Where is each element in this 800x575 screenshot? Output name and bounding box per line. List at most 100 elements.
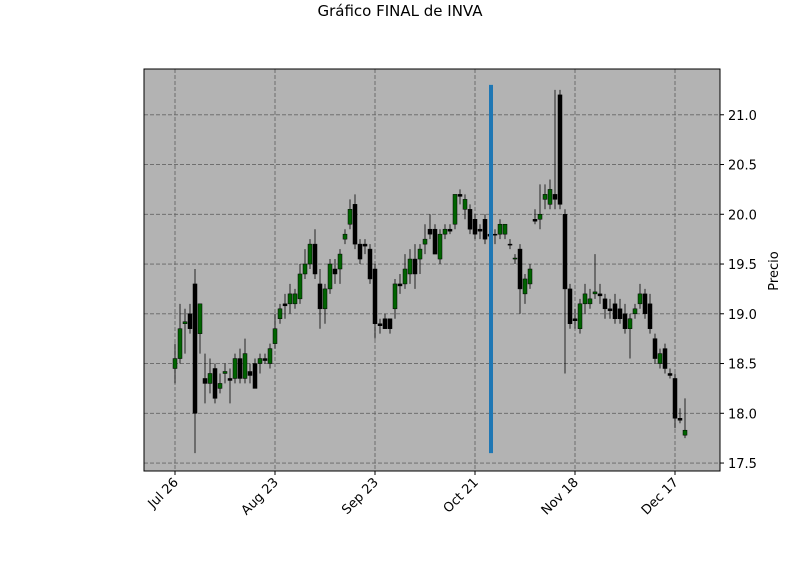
candle-body: [507, 243, 513, 246]
candle-body: [302, 263, 308, 275]
candle-body: [512, 257, 518, 260]
candle-body: [417, 248, 423, 260]
candle-body: [222, 371, 228, 374]
candle-body: [327, 263, 333, 290]
candle-body: [567, 288, 573, 324]
candle-body: [297, 273, 303, 300]
candle-body: [542, 194, 548, 200]
candle-body: [432, 228, 438, 255]
candle-body: [437, 233, 443, 260]
candle-body: [372, 268, 378, 324]
candle-body: [547, 189, 553, 205]
candle-body: [517, 248, 523, 290]
candle-body: [627, 318, 633, 329]
candle-body: [422, 238, 428, 245]
candle-body: [212, 368, 218, 399]
candle-body: [467, 209, 473, 230]
candle-body: [272, 328, 278, 344]
candle-body: [392, 283, 398, 310]
candle-body: [537, 214, 543, 220]
candle-body: [632, 308, 638, 315]
candle-body: [457, 194, 463, 197]
y-tick-label: 17.5: [728, 457, 757, 472]
candle-body: [557, 94, 563, 205]
candle-body: [277, 308, 283, 320]
candle-body: [572, 318, 578, 321]
candle-body: [492, 233, 498, 236]
x-tick-label: Oct 21: [441, 475, 482, 516]
candle-body: [237, 358, 243, 379]
y-tick-label: 19.0: [728, 308, 757, 323]
candle-body: [197, 303, 203, 334]
candle-body: [562, 214, 568, 290]
candle-body: [192, 283, 198, 414]
candle-body: [527, 268, 533, 285]
candle-body: [397, 283, 403, 287]
candle-body: [672, 378, 678, 419]
candle-body: [352, 204, 358, 245]
candle-body: [602, 298, 608, 310]
candle-body: [587, 298, 593, 305]
candle-body: [362, 243, 368, 247]
candle-body: [582, 293, 588, 305]
candle-body: [657, 353, 663, 364]
candle-body: [452, 194, 458, 225]
candle-body: [242, 353, 248, 379]
y-tick-label: 19.5: [728, 258, 757, 273]
candle-body: [402, 268, 408, 285]
candle-body: [382, 318, 388, 329]
candle-body: [427, 228, 433, 235]
candle-body: [497, 223, 503, 235]
candle-body: [342, 233, 348, 240]
candle-body: [367, 248, 373, 280]
x-tick-label: Dec 17: [639, 475, 682, 518]
candle-body: [447, 228, 453, 232]
candle-body: [257, 358, 263, 364]
candle-body: [682, 429, 688, 436]
candle-body: [577, 303, 583, 329]
candle-body: [267, 348, 273, 364]
candle-body: [287, 293, 293, 305]
chart-title: Gráfico FINAL de INVA: [317, 2, 483, 20]
candle-body: [412, 258, 418, 275]
candle-body: [232, 358, 238, 379]
candle-body: [407, 258, 413, 275]
candle-body: [317, 283, 323, 310]
x-tick-label: Sep 23: [339, 475, 382, 518]
candle-body: [292, 293, 298, 305]
x-tick-label: Nov 18: [539, 475, 582, 518]
candle-body: [662, 348, 668, 369]
candle-body: [202, 378, 208, 384]
candle-body: [522, 278, 528, 295]
candle-body: [597, 293, 603, 297]
candle-body: [347, 209, 353, 225]
candle-body: [637, 293, 643, 305]
candle-body: [592, 291, 598, 295]
candle-body: [217, 383, 223, 389]
candle-body: [472, 219, 478, 235]
x-tick-label: Jul 26: [145, 475, 182, 512]
candle-body: [172, 358, 178, 369]
candle-body: [337, 253, 343, 270]
candle-body: [332, 268, 338, 275]
candle-body: [477, 228, 483, 232]
y-tick-label: 18.5: [728, 358, 757, 373]
candle-body: [182, 321, 188, 324]
candle-body: [442, 228, 448, 235]
candle-body: [177, 328, 183, 359]
plot-frame: [143, 68, 721, 472]
candle-body: [667, 373, 673, 376]
candle-body: [282, 303, 288, 307]
candle-body: [252, 363, 258, 389]
candle-body: [322, 288, 328, 310]
candle-body: [357, 243, 363, 260]
candle-body: [502, 223, 508, 235]
candle-body: [532, 219, 538, 222]
y-axis-label: Precio: [767, 251, 782, 290]
candle-body: [262, 358, 268, 361]
candle-body: [307, 243, 313, 265]
candle-body: [642, 293, 648, 315]
candle-body: [652, 338, 658, 359]
candle-body: [387, 318, 393, 329]
